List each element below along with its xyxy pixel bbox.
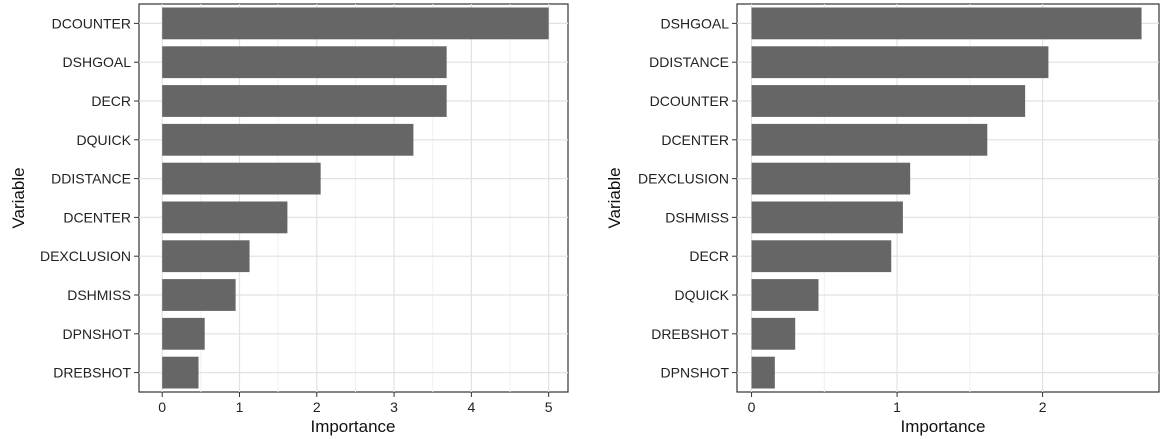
y-tick-label-dexclusion: DEXCLUSION xyxy=(638,171,729,187)
y-tick-label-drebshot: DREBSHOT xyxy=(651,326,729,342)
x-tick-label: 2 xyxy=(313,399,321,415)
y-tick-label-dcounter: DCOUNTER xyxy=(52,15,131,31)
y-tick-label-dquick: DQUICK xyxy=(77,132,132,148)
bar-drebshot xyxy=(162,356,199,389)
y-tick-label-dshmiss: DSHMISS xyxy=(67,287,131,303)
y-tick-label-dexclusion: DEXCLUSION xyxy=(40,248,131,264)
x-tick-label: 1 xyxy=(236,399,244,415)
left-x-tick-labels: 0 1 2 3 4 5 xyxy=(158,392,553,415)
x-tick-label: 1 xyxy=(893,399,901,415)
bar-dexclusion xyxy=(751,162,911,195)
y-tick-label-dshgoal: DSHGOAL xyxy=(661,15,730,31)
bar-dcenter xyxy=(751,123,988,156)
bar-decr xyxy=(162,85,447,117)
bar-dquick xyxy=(162,123,414,156)
right-x-tick-labels: 0 1 2 xyxy=(748,392,1047,415)
right-x-axis-title: Importance xyxy=(900,417,985,436)
x-tick-label: 0 xyxy=(158,399,166,415)
y-tick-label-dcenter: DCENTER xyxy=(63,209,131,225)
y-tick-label-dshmiss: DSHMISS xyxy=(665,209,729,225)
right-y-tick-labels: DSHGOAL DDISTANCE DCOUNTER DCENTER DEXCLUSIO… xyxy=(638,15,737,381)
left-chart: DCOUNTER DSHGOAL DECR DQUICK DDISTANCE DCENTE… xyxy=(9,3,569,436)
y-tick-label-drebshot: DREBSHOT xyxy=(53,365,131,381)
bar-drebshot xyxy=(751,317,796,350)
y-tick-label-decr: DECR xyxy=(689,248,729,264)
bar-dcounter xyxy=(751,85,1026,117)
left-y-axis-title: Variable xyxy=(9,167,28,228)
x-tick-label: 4 xyxy=(467,399,475,415)
bar-dquick xyxy=(751,279,819,311)
y-tick-label-ddistance: DDISTANCE xyxy=(51,171,131,187)
bar-decr xyxy=(751,240,892,273)
y-tick-label-decr: DECR xyxy=(91,93,131,109)
bar-ddistance xyxy=(162,162,321,195)
x-tick-label: 0 xyxy=(748,399,756,415)
bar-dcenter xyxy=(162,201,288,234)
right-bars xyxy=(751,7,1142,389)
y-tick-label-ddistance: DDISTANCE xyxy=(649,54,729,70)
bar-dshgoal xyxy=(162,46,447,79)
x-tick-label: 5 xyxy=(545,399,553,415)
bar-dshgoal xyxy=(751,7,1142,40)
left-bars xyxy=(162,7,549,389)
bar-dcounter xyxy=(162,7,549,40)
x-tick-label: 2 xyxy=(1039,399,1047,415)
bar-dpnshot xyxy=(751,356,775,389)
y-tick-label-dpnshot: DPNSHOT xyxy=(661,365,730,381)
y-tick-label-dpnshot: DPNSHOT xyxy=(63,326,132,342)
left-x-axis-title: Importance xyxy=(310,417,395,436)
bar-dshmiss xyxy=(162,279,236,311)
x-tick-label: 3 xyxy=(390,399,398,415)
bar-dexclusion xyxy=(162,240,250,273)
left-y-tick-labels: DCOUNTER DSHGOAL DECR DQUICK DDISTANCE DCENTE… xyxy=(40,15,139,381)
y-tick-label-dcounter: DCOUNTER xyxy=(650,93,729,109)
y-tick-label-dquick: DQUICK xyxy=(675,287,730,303)
bar-ddistance xyxy=(751,46,1049,79)
y-tick-label-dcenter: DCENTER xyxy=(661,132,729,148)
bar-dpnshot xyxy=(162,317,205,350)
right-y-axis-title: Variable xyxy=(605,167,624,228)
right-chart: DSHGOAL DDISTANCE DCOUNTER DCENTER DEXCLUSIO… xyxy=(605,3,1160,436)
y-tick-label-dshgoal: DSHGOAL xyxy=(63,54,132,70)
bar-dshmiss xyxy=(751,201,903,234)
